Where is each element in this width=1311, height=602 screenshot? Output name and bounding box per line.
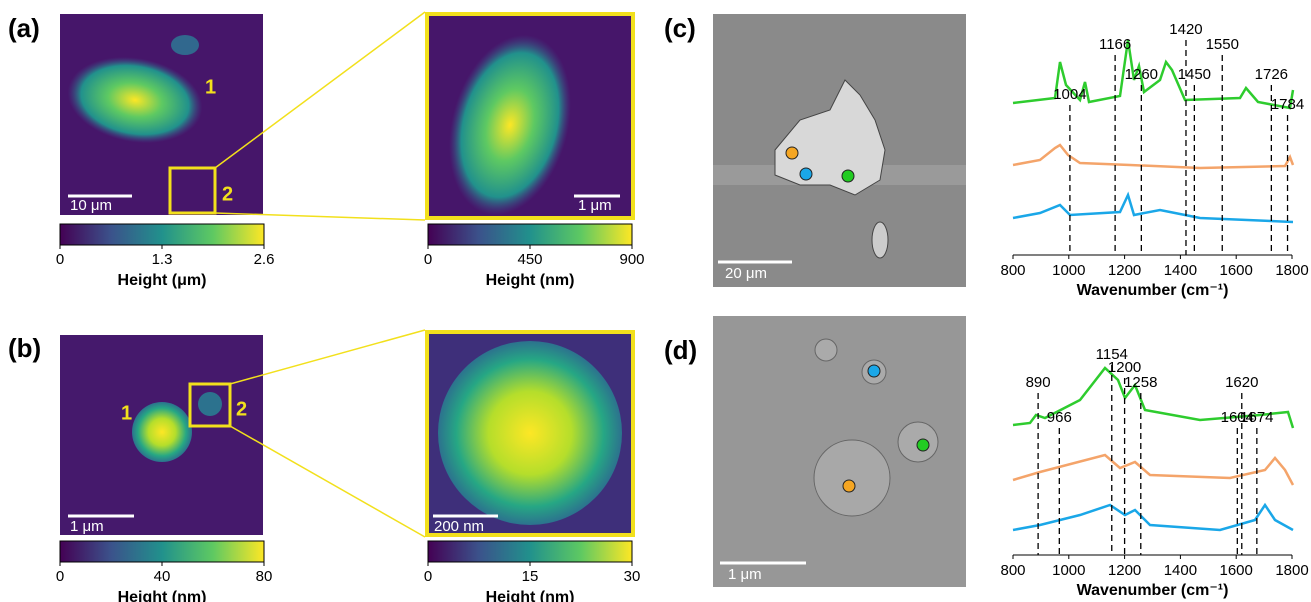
x-axis-label: Wavenumber (cm⁻¹) xyxy=(1077,282,1229,299)
spectrum-orange xyxy=(1012,453,1295,486)
colorbar-tick-label: 40 xyxy=(154,568,171,585)
peak-label: 1550 xyxy=(1206,36,1239,53)
colorbar-label: Height (nm) xyxy=(118,589,207,602)
particle xyxy=(198,392,222,416)
colorbar-tick-label: 900 xyxy=(619,251,644,268)
zoom-line xyxy=(214,212,426,221)
spectrum-orange xyxy=(1012,143,1295,170)
x-tick-label: 1200 xyxy=(1108,262,1141,279)
peak-label: 1004 xyxy=(1053,86,1086,103)
x-tick-label: 1000 xyxy=(1052,562,1085,579)
scale-bar-label: 10 μm xyxy=(70,197,112,214)
region-label: 1 xyxy=(205,76,216,98)
peak-label: 890 xyxy=(1026,374,1051,391)
region-label: 2 xyxy=(222,183,233,205)
colorbar-tick-label: 0 xyxy=(424,568,432,585)
particle xyxy=(132,402,192,462)
region-label: 1 xyxy=(121,402,132,424)
colorbar-tick-label: 450 xyxy=(517,251,542,268)
particle xyxy=(171,35,199,55)
spectrum-blue xyxy=(1012,502,1294,532)
colorbar-label: Height (μm) xyxy=(118,272,207,289)
peak-label: 1200 xyxy=(1108,359,1141,376)
colorbar-tick-label: 30 xyxy=(624,568,641,585)
panel-label: (c) xyxy=(664,13,696,43)
colorbar-label: Height (nm) xyxy=(486,589,575,602)
colorbar-tick-label: 80 xyxy=(256,568,273,585)
spot-marker xyxy=(916,438,930,452)
x-tick-label: 1400 xyxy=(1164,262,1197,279)
peak-label: 1620 xyxy=(1225,374,1258,391)
peak-label: 1726 xyxy=(1255,66,1288,83)
particle xyxy=(438,341,622,525)
panel-label: (a) xyxy=(8,13,40,43)
x-tick-label: 1200 xyxy=(1108,562,1141,579)
colorbar-tick-label: 2.6 xyxy=(254,251,275,268)
scale-bar-label: 1 μm xyxy=(578,197,612,214)
particle xyxy=(813,439,891,517)
peak-label: 1420 xyxy=(1169,21,1202,38)
spectrum-green xyxy=(1012,39,1295,110)
zoom-box xyxy=(168,166,217,215)
region-label: 2 xyxy=(236,398,247,420)
spectrum-blue xyxy=(1012,191,1294,224)
scale-bar-label: 200 nm xyxy=(434,518,484,535)
peak-label: 1674 xyxy=(1240,409,1273,426)
colorbar-tick-label: 1.3 xyxy=(152,251,173,268)
particle xyxy=(67,56,203,144)
spot-marker xyxy=(799,167,813,181)
scale-bar-label: 1 μm xyxy=(70,518,104,535)
zoom-box xyxy=(188,382,232,428)
colorbar-label: Height (nm) xyxy=(486,272,575,289)
spot-marker xyxy=(867,364,881,378)
x-tick-label: 1600 xyxy=(1220,562,1253,579)
particle xyxy=(449,34,571,216)
scale-bar-label: 20 μm xyxy=(725,265,767,282)
x-tick-label: 800 xyxy=(1000,562,1025,579)
spot-marker xyxy=(841,169,855,183)
particle xyxy=(774,79,886,196)
zoom-line xyxy=(214,11,426,169)
colorbar-tick-label: 15 xyxy=(522,568,539,585)
peak-label: 1784 xyxy=(1271,96,1304,113)
zoom-line xyxy=(229,329,426,385)
peak-label: 1154 xyxy=(1096,346,1128,363)
peak-label: 966 xyxy=(1047,409,1072,426)
spectra xyxy=(1012,39,1295,532)
spot-marker xyxy=(842,479,856,493)
colorbar xyxy=(59,540,265,563)
x-tick-label: 1400 xyxy=(1164,562,1197,579)
colorbar xyxy=(59,223,265,246)
x-tick-label: 1600 xyxy=(1220,262,1253,279)
x-tick-label: 1800 xyxy=(1275,562,1308,579)
particle xyxy=(871,221,889,259)
x-tick-label: 1800 xyxy=(1275,262,1308,279)
peak-label: 1166 xyxy=(1099,36,1131,53)
x-tick-label: 800 xyxy=(1000,262,1025,279)
zoom-line xyxy=(229,425,426,538)
colorbar xyxy=(427,540,633,563)
colorbar xyxy=(427,223,633,246)
x-axis-label: Wavenumber (cm⁻¹) xyxy=(1077,582,1229,599)
panel-label: (b) xyxy=(8,333,41,363)
peak-label: 1604 xyxy=(1221,409,1254,426)
peak-label: 1258 xyxy=(1124,374,1157,391)
colorbar-tick-label: 0 xyxy=(424,251,432,268)
x-tick-label: 1000 xyxy=(1052,262,1085,279)
peak-label: 1260 xyxy=(1125,66,1158,83)
scale-bar-label: 1 μm xyxy=(728,566,762,583)
colorbar-tick-label: 0 xyxy=(56,568,64,585)
peak-label: 1450 xyxy=(1178,66,1211,83)
panel-label: (d) xyxy=(664,335,697,365)
colorbar-tick-label: 0 xyxy=(56,251,64,268)
particle xyxy=(814,338,838,362)
spot-marker xyxy=(785,146,799,160)
